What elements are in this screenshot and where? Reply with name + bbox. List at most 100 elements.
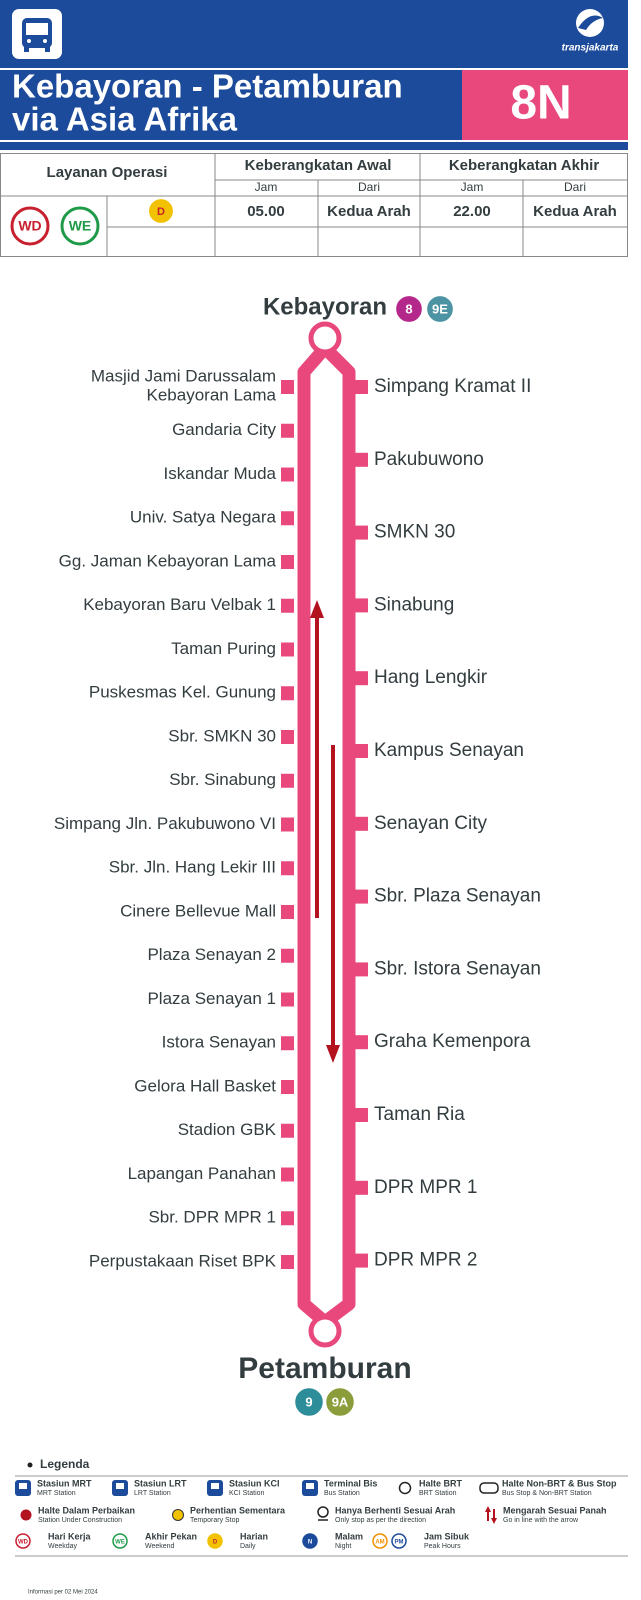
stop-name: Cinere Bellevue Mall (120, 901, 276, 920)
stop-name: Puskesmas Kel. Gunung (89, 683, 276, 702)
stop-name: Masjid Jami Darussalam (91, 366, 276, 385)
route-track (297, 343, 356, 1328)
legend-sublabel: Night (335, 1543, 351, 1550)
stop-tick (281, 1123, 294, 1138)
legend-icon (172, 1509, 184, 1521)
legend-sublabel: Only stop as per the direction (335, 1517, 426, 1524)
table-cell: 22.00 (453, 203, 491, 220)
stop-tick (355, 1035, 368, 1050)
stop-tick (281, 555, 294, 569)
stop-tick (281, 861, 294, 876)
legend-sublabel: Weekday (48, 1543, 78, 1550)
stop-name: Simpang Jln. Pakubuwono VI (54, 814, 276, 833)
service-badge: WD (18, 218, 41, 234)
terminal-node (308, 321, 342, 355)
legend-sublabel: MRT Station (37, 1490, 76, 1497)
connection-badge-bg (393, 293, 425, 325)
stop-tick (281, 467, 294, 482)
stop-name: Univ. Satya Negara (130, 508, 277, 527)
table-header: Keberangkatan Akhir (449, 157, 599, 174)
table-subheader: Jam (461, 180, 484, 194)
stop-tick (281, 730, 294, 744)
service-badge-bg (60, 206, 100, 246)
stop-name: Taman Ria (374, 1104, 465, 1125)
legend-label: Halte BRT (419, 1478, 463, 1488)
connection-badge-bg (323, 1385, 357, 1419)
stop-name: Plaza Senayan 2 (147, 945, 276, 964)
table-subheader: Dari (564, 180, 586, 194)
schedule-table (0, 153, 628, 257)
stop-tick (281, 1211, 294, 1226)
service-badge-bg (10, 206, 50, 246)
stop-tick (355, 889, 368, 904)
legend-icon-bg (15, 1533, 31, 1549)
legend-sublabel: Peak Hours (424, 1543, 461, 1550)
table-cell: Kedua Arah (327, 203, 411, 220)
stop-tick (281, 642, 294, 657)
direction-arrow-head (326, 1045, 340, 1063)
legend-icon: D (213, 1540, 218, 1546)
legend-label: Akhir Pekan (145, 1531, 197, 1541)
legend-sublabel: BRT Station (419, 1490, 457, 1497)
direction-arrow-head (310, 600, 324, 618)
legend-icon (398, 1481, 412, 1495)
legend-label: Mengarah Sesuai Panah (503, 1505, 607, 1515)
legend-sublabel: Bus Station (324, 1490, 360, 1497)
stop-tick (355, 380, 368, 394)
stop-tick (355, 525, 368, 540)
stop-tick (281, 817, 294, 832)
stop-tick (355, 1108, 368, 1122)
stop-name: Kampus Senayan (374, 740, 524, 761)
stop-tick (281, 1080, 294, 1094)
stop-name: Iskandar Muda (164, 464, 277, 483)
legend-label: Halte Dalam Perbaikan (38, 1505, 135, 1515)
divider (0, 142, 628, 150)
stop-tick (355, 962, 368, 977)
legend-icon (479, 1482, 499, 1494)
table-subheader: Jam (255, 180, 278, 194)
legend-label: Malam (335, 1531, 363, 1541)
legend-icon: WE (115, 1540, 125, 1546)
legend-icon: N (308, 1540, 312, 1546)
table-header: Keberangkatan Awal (245, 157, 392, 174)
stop-tick (281, 598, 294, 613)
legend-icon (116, 1483, 124, 1489)
stop-tick (281, 1167, 294, 1182)
stop-name: Graha Kemenpora (374, 1031, 531, 1052)
stop-name: Perpustakaan Riset BPK (89, 1251, 277, 1270)
stop-name: Lapangan Panahan (128, 1164, 276, 1183)
stop-name: Sinabung (374, 594, 454, 615)
stop-name: Istora Senayan (162, 1033, 276, 1052)
stop-name: Sbr. Istora Senayan (374, 958, 541, 979)
stop-tick (281, 992, 294, 1007)
stop-name: Senayan City (374, 813, 488, 834)
stop-name: Kebayoran Baru Velbak 1 (83, 595, 276, 614)
stop-name: Kebayoran Lama (147, 385, 277, 404)
legend-sublabel: KCI Station (229, 1490, 265, 1497)
connection-badge: 8 (405, 301, 412, 316)
legend-icon (306, 1483, 314, 1489)
stop-name: SMKN 30 (374, 522, 455, 543)
table-cell: 05.00 (247, 203, 285, 220)
stop-name: Hang Lengkir (374, 667, 488, 688)
legend-icon (491, 1518, 497, 1524)
legend-icon: AM (375, 1540, 384, 1546)
stop-name: Gg. Jaman Kebayoran Lama (59, 551, 277, 570)
stop-tick (281, 380, 294, 394)
dynamic-layer: Layanan Operasi Keberangkatan Awal Keberan… (10, 157, 628, 1596)
connection-badge: 9 (305, 1394, 312, 1409)
legend-label: Hari Kerja (48, 1531, 92, 1541)
legend-icon (19, 1483, 27, 1489)
legend-bullet (27, 1462, 33, 1468)
title-band (0, 70, 462, 140)
stop-tick (355, 671, 368, 686)
stop-name: Simpang Kramat II (374, 376, 531, 397)
service-badge-bg (149, 199, 173, 223)
stop-name: Plaza Senayan 1 (147, 989, 276, 1008)
service-badge: D (157, 206, 165, 218)
stop-name: Stadion GBK (178, 1120, 277, 1139)
stop-tick (281, 1036, 294, 1051)
stop-tick (355, 744, 368, 758)
legend-label: Harian (240, 1531, 268, 1541)
